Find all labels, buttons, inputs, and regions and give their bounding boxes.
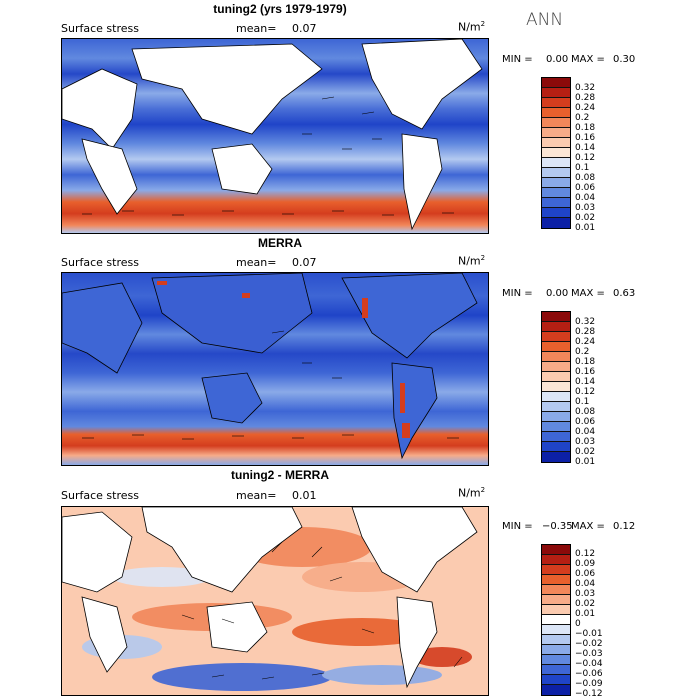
panel-1-min-value: 0.00 bbox=[546, 54, 569, 65]
cb1-label: 0.14 bbox=[575, 143, 596, 153]
cb3-label: 0.09 bbox=[575, 559, 596, 569]
cb3-label: 0.02 bbox=[575, 599, 596, 609]
cb2-label: 0.32 bbox=[575, 317, 596, 327]
panel-3-units: N/m2 bbox=[458, 486, 486, 500]
panel-1-max-label: MAX = bbox=[571, 54, 605, 65]
panel-3-mean-value: 0.01 bbox=[292, 489, 317, 502]
panel-3-map-svg bbox=[62, 507, 488, 695]
panel-2-min-label: MIN = bbox=[502, 288, 533, 299]
panel-2-units: N/m2 bbox=[458, 254, 486, 268]
cb3-label: −0.06 bbox=[575, 669, 603, 679]
cb3-label: 0.03 bbox=[575, 589, 596, 599]
cb3-label: −0.01 bbox=[575, 629, 603, 639]
cb2-label: 0.01 bbox=[575, 457, 596, 467]
cb3-label: −0.02 bbox=[575, 639, 603, 649]
cb1-label: 0.02 bbox=[575, 213, 596, 223]
cb3-label: 0.04 bbox=[575, 579, 596, 589]
panel-3-min-value: −0.35 bbox=[542, 521, 573, 532]
cb1-label: 0.04 bbox=[575, 193, 596, 203]
cb3-label: −0.03 bbox=[575, 649, 603, 659]
cb1-label: 0.03 bbox=[575, 203, 596, 213]
panel-2-colorbar bbox=[541, 311, 571, 463]
cb3-label: −0.04 bbox=[575, 659, 603, 669]
panel-1-variable: Surface stress bbox=[61, 22, 139, 35]
season-label: ANN bbox=[526, 10, 564, 30]
cb2-label: 0.28 bbox=[575, 327, 596, 337]
panel-3-title: tuning2 - MERRA bbox=[231, 468, 329, 482]
panel-1-units: N/m2 bbox=[458, 20, 486, 34]
cb1-label: 0.12 bbox=[575, 153, 596, 163]
cb2-label: 0.03 bbox=[575, 437, 596, 447]
cb3-label: −0.12 bbox=[575, 689, 603, 699]
panel-3-variable: Surface stress bbox=[61, 489, 139, 502]
cb2-label: 0.18 bbox=[575, 357, 596, 367]
cb3-label: 0.01 bbox=[575, 609, 596, 619]
panel-2-mean-label: mean= bbox=[236, 256, 277, 269]
panel-1-mean-value: 0.07 bbox=[292, 22, 317, 35]
cb2-label: 0.06 bbox=[575, 417, 596, 427]
panel-3-map bbox=[61, 506, 489, 696]
cb2-label: 0.02 bbox=[575, 447, 596, 457]
panel-3-mean-label: mean= bbox=[236, 489, 277, 502]
cb2-label: 0.1 bbox=[575, 397, 590, 407]
cb2-label: 0.24 bbox=[575, 337, 596, 347]
panel-1-min-label: MIN = bbox=[502, 54, 533, 65]
panel-2-max-label: MAX = bbox=[571, 288, 605, 299]
panel-3-max-label: MAX = bbox=[571, 521, 605, 532]
cb1-label: 0.06 bbox=[575, 183, 596, 193]
panel-1-wind-vectors bbox=[82, 96, 454, 216]
cb2-label: 0.12 bbox=[575, 387, 596, 397]
cb3-label: −0.09 bbox=[575, 679, 603, 689]
panel-1-map-svg bbox=[62, 39, 488, 233]
panel-2-title: MERRA bbox=[258, 236, 302, 250]
cb1-label: 0.24 bbox=[575, 103, 596, 113]
panel-3-wind-vectors bbox=[181, 541, 463, 680]
panel-1-max-value: 0.30 bbox=[613, 54, 636, 65]
cb1-label: 0.28 bbox=[575, 93, 596, 103]
cb3-label: 0 bbox=[575, 619, 581, 629]
panel-2-map-svg bbox=[62, 273, 488, 465]
panel-1-mean-label: mean= bbox=[236, 22, 277, 35]
cb3-label: 0.06 bbox=[575, 569, 596, 579]
panel-3-colorbar bbox=[541, 544, 571, 696]
panel-2-max-value: 0.63 bbox=[613, 288, 636, 299]
panel-2-map bbox=[61, 272, 489, 466]
cb2-label: 0.2 bbox=[575, 347, 590, 357]
cb2-label: 0.16 bbox=[575, 367, 596, 377]
cb1-label: 0.08 bbox=[575, 173, 596, 183]
panel-2-wind-vectors bbox=[82, 330, 459, 440]
panel-1-colorbar bbox=[541, 77, 571, 229]
panel-1-title: tuning2 (yrs 1979-1979) bbox=[213, 2, 347, 16]
cb2-label: 0.14 bbox=[575, 377, 596, 387]
cb1-label: 0.18 bbox=[575, 123, 596, 133]
panel-2-mean-value: 0.07 bbox=[292, 256, 317, 269]
panel-2-variable: Surface stress bbox=[61, 256, 139, 269]
cb1-label: 0.2 bbox=[575, 113, 590, 123]
cb3-label: 0.12 bbox=[575, 549, 596, 559]
cb2-label: 0.08 bbox=[575, 407, 596, 417]
panel-2-min-value: 0.00 bbox=[546, 288, 569, 299]
cb1-label: 0.32 bbox=[575, 83, 596, 93]
cb2-label: 0.04 bbox=[575, 427, 596, 437]
panel-2-terrain-hotspots bbox=[157, 281, 410, 438]
panel-3-max-value: 0.12 bbox=[613, 521, 636, 532]
cb1-label: 0.16 bbox=[575, 133, 596, 143]
panel-3-min-label: MIN = bbox=[502, 521, 533, 532]
cb1-label: 0.01 bbox=[575, 223, 596, 233]
cb1-label: 0.1 bbox=[575, 163, 590, 173]
panel-1-map bbox=[61, 38, 489, 234]
